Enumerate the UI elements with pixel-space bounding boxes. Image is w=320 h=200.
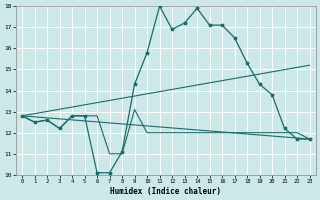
X-axis label: Humidex (Indice chaleur): Humidex (Indice chaleur) <box>110 187 221 196</box>
